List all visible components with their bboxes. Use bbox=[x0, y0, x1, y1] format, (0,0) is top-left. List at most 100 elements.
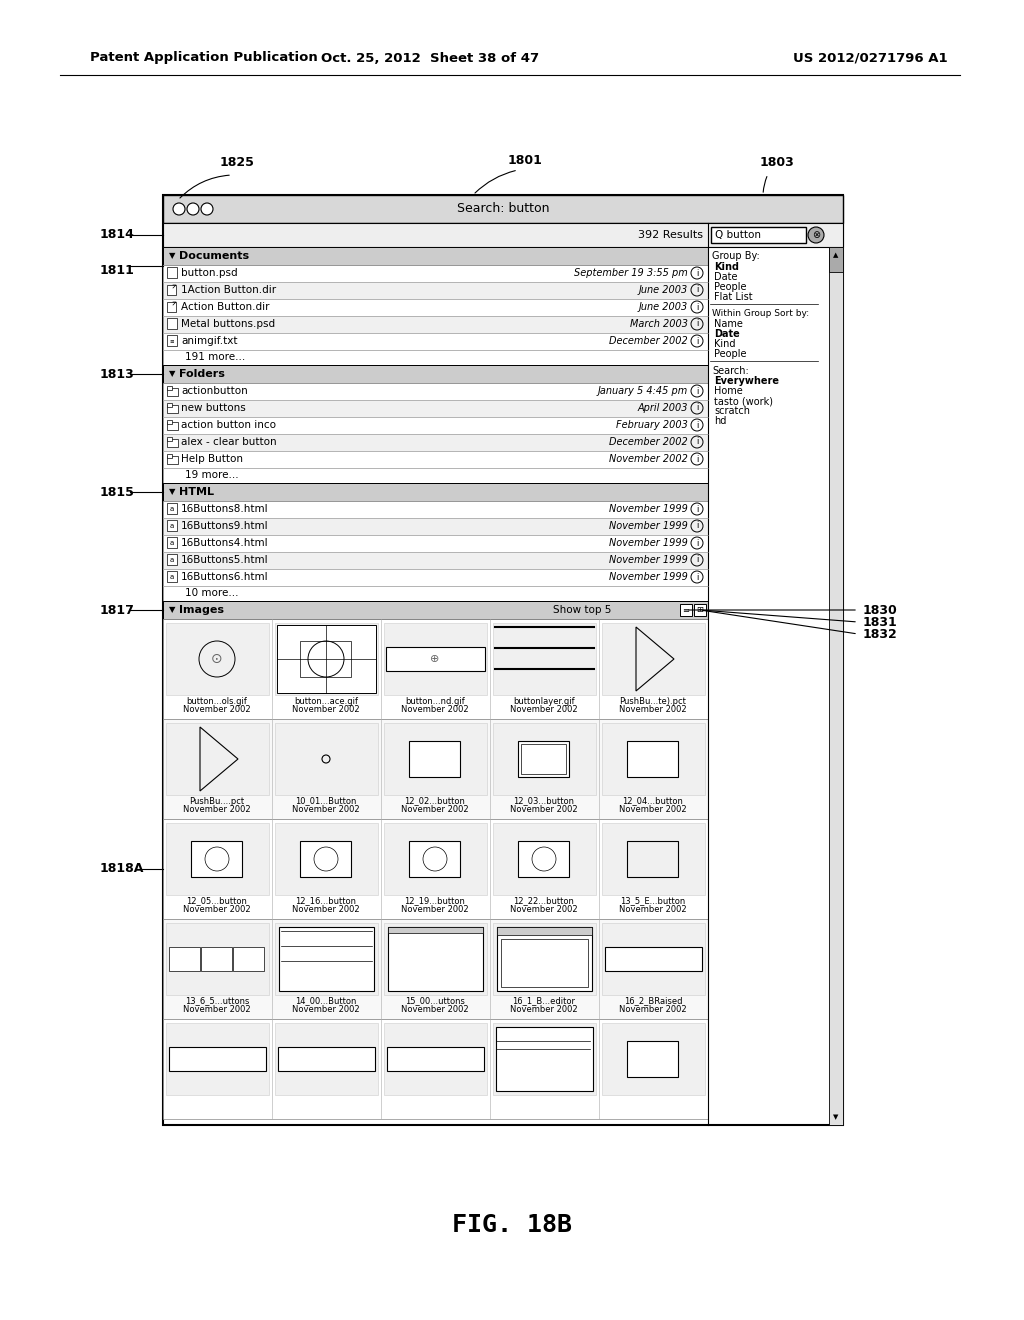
Bar bbox=[493, 623, 596, 696]
Text: 1803: 1803 bbox=[760, 157, 795, 169]
Bar bbox=[163, 619, 708, 719]
Text: November 2002: November 2002 bbox=[183, 906, 251, 915]
Text: Everywhere: Everywhere bbox=[714, 376, 779, 385]
Text: 16Buttons6.html: 16Buttons6.html bbox=[181, 572, 268, 582]
Bar bbox=[163, 247, 708, 265]
Bar bbox=[167, 422, 178, 430]
Bar bbox=[163, 315, 708, 333]
Text: alex - clear button: alex - clear button bbox=[181, 437, 276, 447]
Text: 1Action Button.dir: 1Action Button.dir bbox=[181, 285, 276, 294]
Text: hd: hd bbox=[714, 416, 726, 426]
Bar bbox=[169, 1047, 266, 1071]
Text: ▼: ▼ bbox=[169, 606, 175, 615]
Text: April 2003: April 2003 bbox=[638, 403, 688, 413]
Text: 16Buttons9.html: 16Buttons9.html bbox=[181, 521, 268, 531]
Bar bbox=[300, 642, 351, 677]
Bar bbox=[163, 195, 843, 223]
Text: buttonlayer.gif: buttonlayer.gif bbox=[513, 697, 574, 705]
Text: November 2002: November 2002 bbox=[292, 906, 359, 915]
Bar bbox=[279, 927, 374, 991]
Bar bbox=[163, 282, 708, 300]
Bar bbox=[167, 537, 177, 548]
Bar bbox=[167, 503, 177, 513]
Text: 1814: 1814 bbox=[100, 228, 135, 242]
Bar bbox=[233, 946, 264, 972]
Text: Help Button: Help Button bbox=[181, 454, 243, 465]
Bar bbox=[163, 552, 708, 569]
Text: November 2002: November 2002 bbox=[620, 705, 687, 714]
Bar bbox=[829, 247, 843, 1125]
Text: November 1999: November 1999 bbox=[609, 554, 688, 565]
Text: i: i bbox=[696, 504, 698, 513]
Bar bbox=[167, 520, 177, 531]
Text: November 2002: November 2002 bbox=[292, 805, 359, 814]
Text: 15_00...uttons: 15_00...uttons bbox=[406, 997, 465, 1006]
Bar bbox=[163, 400, 708, 417]
Bar bbox=[163, 417, 708, 434]
Bar bbox=[163, 469, 708, 483]
Text: ≡: ≡ bbox=[170, 338, 174, 343]
Text: button...ols.gif: button...ols.gif bbox=[186, 697, 248, 705]
Bar bbox=[163, 451, 708, 469]
Text: People: People bbox=[714, 348, 746, 359]
Text: i: i bbox=[696, 573, 698, 582]
Bar bbox=[278, 1047, 375, 1071]
Text: tasto (work): tasto (work) bbox=[714, 396, 773, 407]
Text: 16_1_B...editor: 16_1_B...editor bbox=[512, 997, 575, 1006]
Bar bbox=[163, 483, 708, 502]
Text: November 2002: November 2002 bbox=[292, 1006, 359, 1015]
Bar bbox=[166, 822, 269, 895]
Text: action button inco: action button inco bbox=[181, 420, 276, 430]
Text: i: i bbox=[696, 539, 698, 548]
Text: Metal buttons.psd: Metal buttons.psd bbox=[181, 319, 275, 329]
Bar bbox=[518, 841, 569, 876]
Bar bbox=[167, 403, 172, 407]
Text: November 2002: November 2002 bbox=[183, 1006, 251, 1015]
Bar bbox=[275, 723, 378, 795]
Text: ≡: ≡ bbox=[683, 606, 689, 615]
Text: ⊞: ⊞ bbox=[696, 606, 703, 615]
Text: 14_00...Button: 14_00...Button bbox=[295, 997, 356, 1006]
Text: February 2003: February 2003 bbox=[616, 420, 688, 430]
Bar bbox=[167, 440, 178, 447]
Text: November 2002: November 2002 bbox=[510, 1006, 578, 1015]
Text: FIG. 18B: FIG. 18B bbox=[452, 1213, 572, 1237]
Bar bbox=[627, 741, 678, 777]
Bar bbox=[163, 434, 708, 451]
Text: 12_19...button: 12_19...button bbox=[404, 896, 466, 906]
Text: 1817: 1817 bbox=[100, 603, 135, 616]
Bar bbox=[163, 223, 843, 247]
Bar bbox=[166, 923, 269, 995]
Bar bbox=[388, 927, 483, 933]
Text: PushBu....pct: PushBu....pct bbox=[189, 796, 245, 805]
Text: i: i bbox=[696, 454, 698, 463]
Text: November 2002: November 2002 bbox=[620, 805, 687, 814]
Text: November 2002: November 2002 bbox=[401, 805, 469, 814]
Bar bbox=[497, 927, 592, 935]
Bar bbox=[300, 841, 351, 876]
Text: November 2002: November 2002 bbox=[292, 705, 359, 714]
Circle shape bbox=[187, 203, 199, 215]
Text: 10_01...Button: 10_01...Button bbox=[295, 796, 356, 805]
Text: actionbutton: actionbutton bbox=[181, 385, 248, 396]
Bar bbox=[163, 333, 708, 350]
Text: i: i bbox=[696, 302, 698, 312]
Bar bbox=[167, 385, 172, 389]
Bar bbox=[384, 923, 487, 995]
Text: Patent Application Publication: Patent Application Publication bbox=[90, 51, 317, 65]
Text: HTML: HTML bbox=[179, 487, 214, 498]
Bar bbox=[493, 723, 596, 795]
Text: 12_16...button: 12_16...button bbox=[296, 896, 356, 906]
Bar bbox=[163, 265, 708, 282]
Text: new buttons: new buttons bbox=[181, 403, 246, 413]
Bar bbox=[384, 723, 487, 795]
Bar bbox=[497, 927, 592, 991]
Text: 1831: 1831 bbox=[863, 615, 898, 628]
Bar bbox=[201, 946, 232, 972]
Text: November 2002: November 2002 bbox=[510, 705, 578, 714]
Bar bbox=[166, 723, 269, 795]
Text: ▼: ▼ bbox=[169, 487, 175, 496]
Bar bbox=[680, 605, 692, 616]
Bar bbox=[163, 535, 708, 552]
Text: September 19 3:55 pm: September 19 3:55 pm bbox=[574, 268, 688, 279]
